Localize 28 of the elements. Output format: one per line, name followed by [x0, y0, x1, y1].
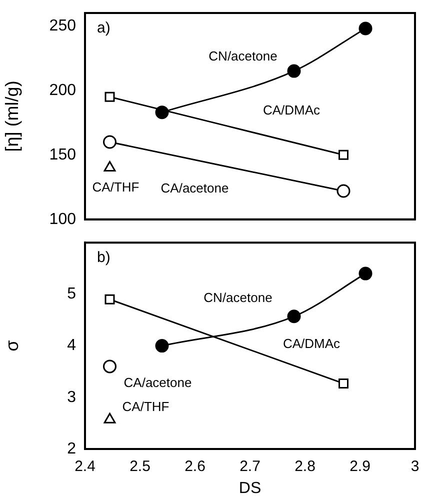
series-label: CA/acetone — [160, 180, 229, 196]
series-label: CA/DMAc — [282, 336, 341, 352]
series-label: CA/THF — [92, 179, 140, 194]
x-tick-label: 2.6 — [184, 458, 206, 476]
y-tick-label: 4 — [67, 337, 76, 354]
y-tick-label: 2 — [67, 440, 76, 458]
series-label: CN/acetone — [204, 290, 272, 305]
x-tick-label: 2.9 — [350, 458, 370, 476]
series-label: CA/acetone — [124, 375, 192, 390]
x-tick-label: 2.8 — [294, 458, 316, 476]
annotation: a) — [97, 20, 110, 37]
annotation: b) — [97, 249, 110, 266]
x-axis-title: DS — [238, 480, 262, 497]
y-tick-label: 5 — [67, 286, 76, 303]
series-label: CN/acetone — [208, 48, 278, 64]
series-label: CA/DMAc — [262, 102, 321, 118]
y-tick-label: 250 — [49, 17, 76, 34]
x-tick-label: 2.5 — [130, 458, 150, 476]
y-tick-label: 3 — [67, 388, 76, 406]
y-axis-title: σ — [2, 340, 22, 352]
series-label: CA/THF — [122, 399, 170, 414]
x-tick-label: 3 — [410, 458, 420, 476]
y-axis-title: [η] (ml/g) — [2, 80, 22, 152]
y-tick-label: 200 — [49, 82, 76, 99]
x-tick-label: 2.4 — [74, 458, 96, 476]
y-tick-label: 100 — [49, 210, 76, 228]
y-tick-label: 150 — [49, 146, 76, 164]
x-tick-label: 2.7 — [240, 458, 260, 476]
